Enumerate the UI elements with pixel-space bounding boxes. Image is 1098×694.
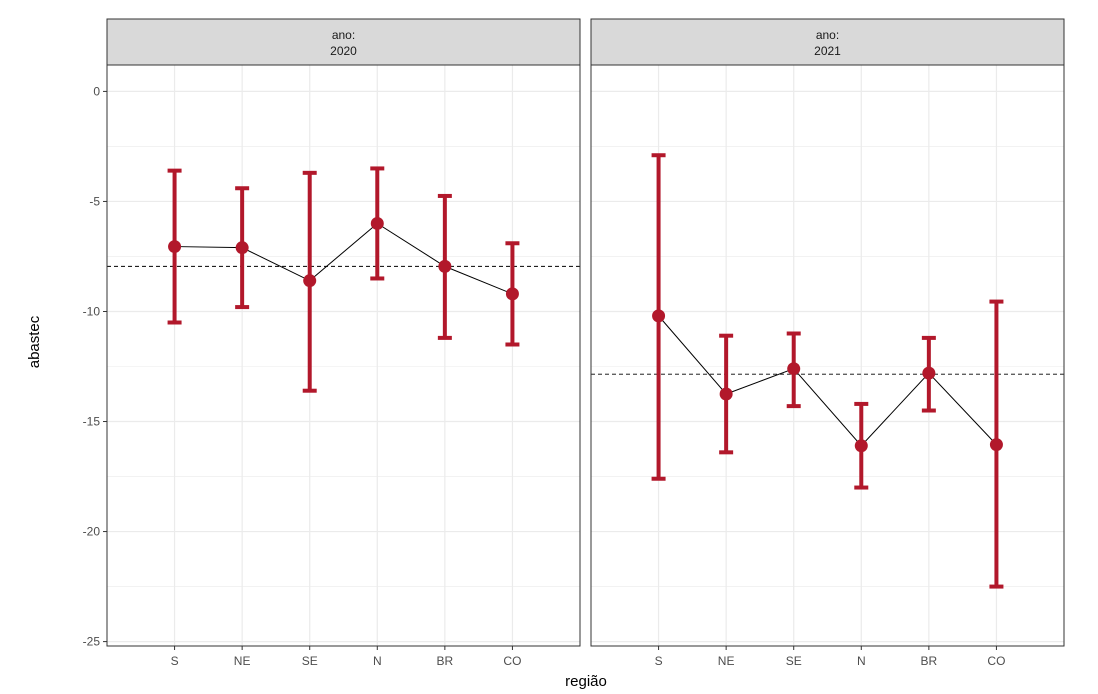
data-point-N bbox=[854, 439, 868, 453]
facet-strip-year: 2021 bbox=[814, 44, 841, 58]
y-tick-label: 0 bbox=[93, 84, 100, 98]
data-point-NE bbox=[235, 241, 249, 255]
data-point-NE bbox=[719, 387, 733, 401]
x-tick-label: CO bbox=[987, 654, 1005, 668]
y-tick-label: -10 bbox=[83, 304, 101, 318]
panel-background bbox=[591, 65, 1064, 646]
panel-background bbox=[107, 65, 580, 646]
y-axis: 0 -5 -10 -15 -20 -25 bbox=[83, 84, 107, 649]
facet-strip-label: ano: bbox=[816, 28, 839, 42]
facet-panel-2020: ano: 2020 S NE SE N BR CO bbox=[106, 18, 581, 668]
y-tick-label: -15 bbox=[83, 415, 101, 429]
series-line bbox=[174, 222, 513, 295]
x-tick-label: N bbox=[857, 654, 866, 668]
x-tick-label: CO bbox=[503, 654, 521, 668]
x-tick-label: NE bbox=[718, 654, 735, 668]
facet-strip-label: ano: bbox=[332, 28, 355, 42]
data-point-SE bbox=[787, 362, 801, 376]
facet-strip-year: 2020 bbox=[330, 44, 357, 58]
facet-panel-2021: ano: 2021 S NE SE N BR CO bbox=[590, 18, 1065, 668]
x-tick-label: SE bbox=[302, 654, 318, 668]
x-tick-label: BR bbox=[921, 654, 938, 668]
data-point-BR bbox=[438, 259, 452, 273]
x-tick-label: NE bbox=[234, 654, 251, 668]
x-tick-label: N bbox=[373, 654, 382, 668]
series-line bbox=[658, 315, 997, 447]
y-axis-title: abastec bbox=[26, 315, 43, 368]
data-point-CO bbox=[505, 287, 519, 301]
facet-panels: ano: 2020 S NE SE N BR CO ano: 2021 S NE SE N BR CO bbox=[106, 18, 1065, 668]
facet-strip bbox=[590, 18, 1065, 66]
x-axis-title: região bbox=[565, 673, 607, 690]
y-tick-label: -20 bbox=[83, 525, 101, 539]
y-tick-label: -25 bbox=[83, 635, 101, 649]
x-tick-label: S bbox=[655, 654, 663, 668]
x-tick-label: SE bbox=[786, 654, 802, 668]
data-point-SE bbox=[303, 274, 317, 288]
data-point-N bbox=[370, 216, 384, 230]
x-tick-label: BR bbox=[437, 654, 454, 668]
x-tick-label: S bbox=[171, 654, 179, 668]
data-point-S bbox=[168, 240, 182, 254]
data-point-S bbox=[652, 309, 666, 323]
data-point-CO bbox=[989, 438, 1003, 452]
facet-strip bbox=[106, 18, 581, 66]
y-tick-label: -5 bbox=[89, 194, 100, 208]
data-point-BR bbox=[922, 366, 936, 380]
